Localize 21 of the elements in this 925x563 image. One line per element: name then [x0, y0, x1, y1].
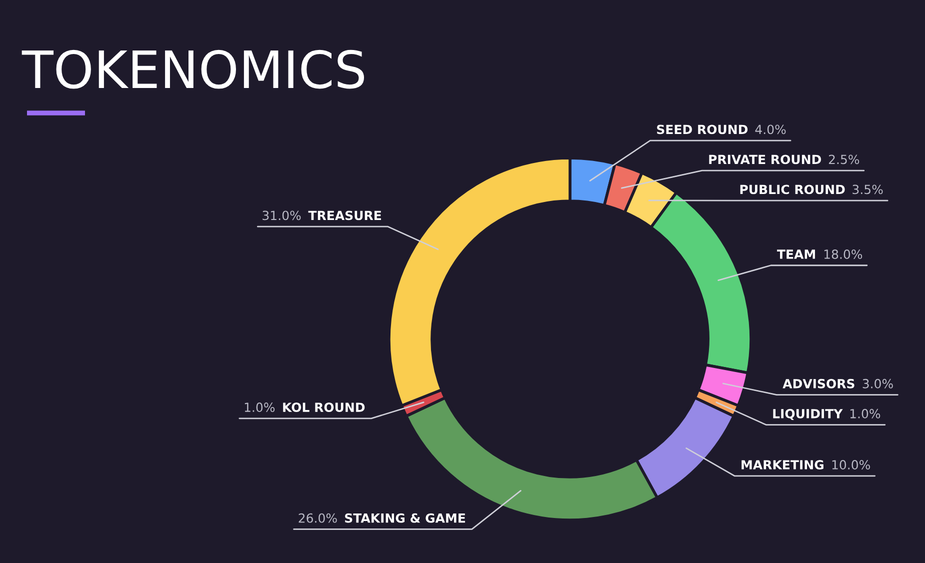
data-label: 2.5% — [828, 154, 860, 164]
chart-title: TOKENOMICS — [22, 50, 364, 89]
slice-label: KOL ROUND — [283, 402, 365, 412]
data-label: 1.0% — [244, 402, 275, 412]
data-label: 4.0% — [755, 124, 786, 134]
slice-label: TREASURE — [308, 210, 381, 220]
slice-label: STAKING & GAME — [345, 513, 466, 523]
data-label: 3.5% — [852, 184, 883, 194]
slice-label: LIQUIDITY — [773, 408, 843, 420]
data-label: 1.0% — [850, 408, 880, 418]
slice-label: MARKETING — [742, 460, 824, 470]
data-label: 10.0% — [832, 460, 870, 470]
slice-label: PRIVATE ROUND — [709, 154, 821, 164]
data-label: 26.0% — [298, 513, 337, 523]
slice-label: TEAM — [776, 250, 815, 259]
slice-label: ADVISORS — [782, 378, 854, 388]
data-label: 3.0% — [862, 378, 893, 388]
slice-label: PUBLIC ROUND — [740, 184, 845, 194]
slice-label: SEED ROUND — [657, 124, 748, 134]
data-label: 31.0% — [262, 210, 301, 220]
data-label: 18.0% — [824, 250, 862, 259]
